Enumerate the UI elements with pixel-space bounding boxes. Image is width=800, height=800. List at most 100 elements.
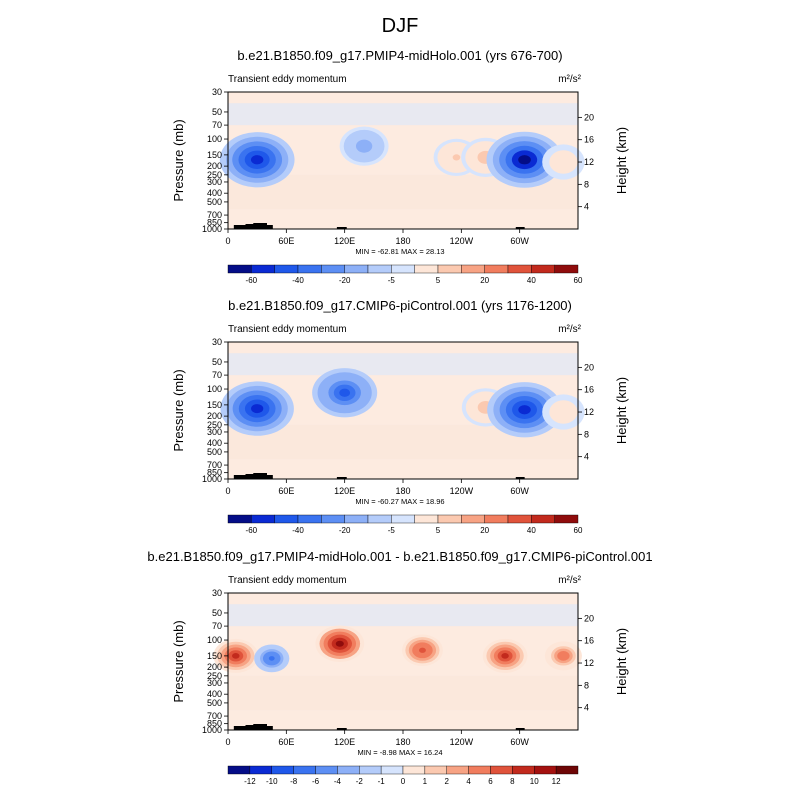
colorbar-swatch (274, 514, 299, 524)
data-feature (315, 625, 365, 662)
colorbar-swatch (337, 765, 360, 775)
x-tick-label: 120E (334, 486, 355, 496)
colorbar-label: 60 (574, 276, 583, 285)
y-tick-label: 50 (212, 608, 222, 618)
topography-bar (336, 728, 347, 730)
y-tick-label: 100 (207, 635, 222, 645)
y-tick-label: 850 (207, 719, 222, 729)
colorbar-label: 5 (436, 276, 441, 285)
topography-bar (233, 225, 256, 229)
colorbar-label: -8 (290, 777, 298, 786)
y-tick-label: 400 (207, 188, 222, 198)
y-axis-label: Pressure (mb) (171, 620, 186, 702)
y-tick-label: 300 (207, 427, 222, 437)
field-band (228, 675, 578, 711)
x-tick-label: 60E (278, 236, 294, 246)
contour-level (559, 409, 567, 415)
y-tick-label: 500 (207, 197, 222, 207)
data-feature (486, 131, 563, 188)
y2-tick-label: 20 (584, 112, 594, 122)
colorbar-label: 5 (436, 526, 441, 535)
colorbar-swatch (424, 765, 447, 775)
y-tick-label: 1000 (202, 224, 222, 234)
topography-bar (253, 473, 267, 479)
colorbar-swatch (359, 765, 382, 775)
colorbar-swatch (554, 514, 579, 524)
data-feature (254, 644, 290, 673)
topography-bar (233, 726, 256, 730)
y2-tick-label: 8 (584, 429, 589, 439)
colorbar-swatch (531, 264, 555, 274)
data-feature (219, 132, 295, 188)
y-tick-label: 250 (207, 420, 222, 430)
y-tick-label: 400 (207, 689, 222, 699)
colorbar-swatch (391, 264, 415, 274)
colorbar-label: -60 (246, 526, 258, 535)
contour-level (518, 405, 531, 415)
colorbar-label: 60 (574, 526, 583, 535)
y2-axis-label: Height (km) (614, 127, 629, 194)
units-label: m²/s² (558, 324, 581, 335)
y2-axis-label: Height (km) (614, 377, 629, 444)
colorbar-label: -5 (388, 526, 396, 535)
colorbar-label: 2 (445, 777, 450, 786)
min-max-stats: MIN = -62.81 MAX = 28.13 (355, 247, 444, 256)
y2-axis-label: Height (km) (614, 628, 629, 695)
data-feature (544, 641, 582, 671)
colorbar-swatch (461, 514, 485, 524)
contour-level (251, 404, 264, 414)
colorbar-label: 6 (488, 777, 493, 786)
panel-title: b.e21.B1850.f09_g17.PMIP4-midHolo.001 (y… (237, 48, 562, 63)
colorbar-label: 8 (510, 777, 515, 786)
x-tick-label: 0 (225, 236, 230, 246)
y-tick-label: 50 (212, 107, 222, 117)
topography (233, 724, 525, 730)
y2-tick-label: 20 (584, 613, 594, 623)
colorbar-label: -2 (356, 777, 364, 786)
page-title: DJF (382, 15, 419, 37)
y-tick-label: 70 (212, 370, 222, 380)
colorbar-swatch (402, 765, 426, 775)
y-tick-label: 1000 (202, 725, 222, 735)
y-tick-label: 200 (207, 662, 222, 672)
colorbar-swatch (437, 264, 462, 274)
y-tick-label: 300 (207, 678, 222, 688)
y-tick-label: 150 (207, 150, 222, 160)
colorbar-swatch (297, 514, 322, 524)
colorbar-swatch (490, 765, 513, 775)
colorbar-label: -40 (292, 526, 304, 535)
topography-bar (336, 477, 347, 479)
units-label: m²/s² (558, 575, 581, 586)
panel-2: b.e21.B1850.f09_g17.CMIP6-piControl.001 … (171, 298, 629, 535)
colorbar-swatch (484, 514, 509, 524)
x-tick-label: 0 (225, 737, 230, 747)
y-axis-label: Pressure (mb) (171, 119, 186, 201)
y-tick-label: 500 (207, 447, 222, 457)
y2-tick-label: 12 (584, 157, 594, 167)
colorbar-label: -6 (312, 777, 320, 786)
field-band (228, 353, 578, 376)
contour-level (518, 155, 531, 165)
colorbar-swatch (468, 765, 491, 775)
y2-tick-label: 16 (584, 135, 594, 145)
colorbar-swatch (446, 765, 469, 775)
colorbar-swatch (414, 264, 439, 274)
colorbar-swatch (227, 264, 252, 274)
colorbar-swatch (315, 765, 338, 775)
topography-bar (253, 223, 267, 229)
colorbar-swatch (512, 765, 535, 775)
y-tick-label: 150 (207, 400, 222, 410)
data-feature (312, 368, 378, 418)
colorbar-label: -60 (246, 276, 258, 285)
x-tick-label: 60W (510, 486, 529, 496)
topography-bar (515, 227, 525, 229)
x-tick-label: 0 (225, 486, 230, 496)
colorbar-swatch (251, 264, 275, 274)
contour-level (360, 142, 369, 150)
contour-level (268, 656, 275, 661)
data-feature (542, 394, 585, 430)
contour-level (339, 388, 351, 397)
data-feature (220, 381, 294, 436)
colorbar-label: -20 (339, 276, 351, 285)
x-tick-label: 120E (334, 236, 355, 246)
